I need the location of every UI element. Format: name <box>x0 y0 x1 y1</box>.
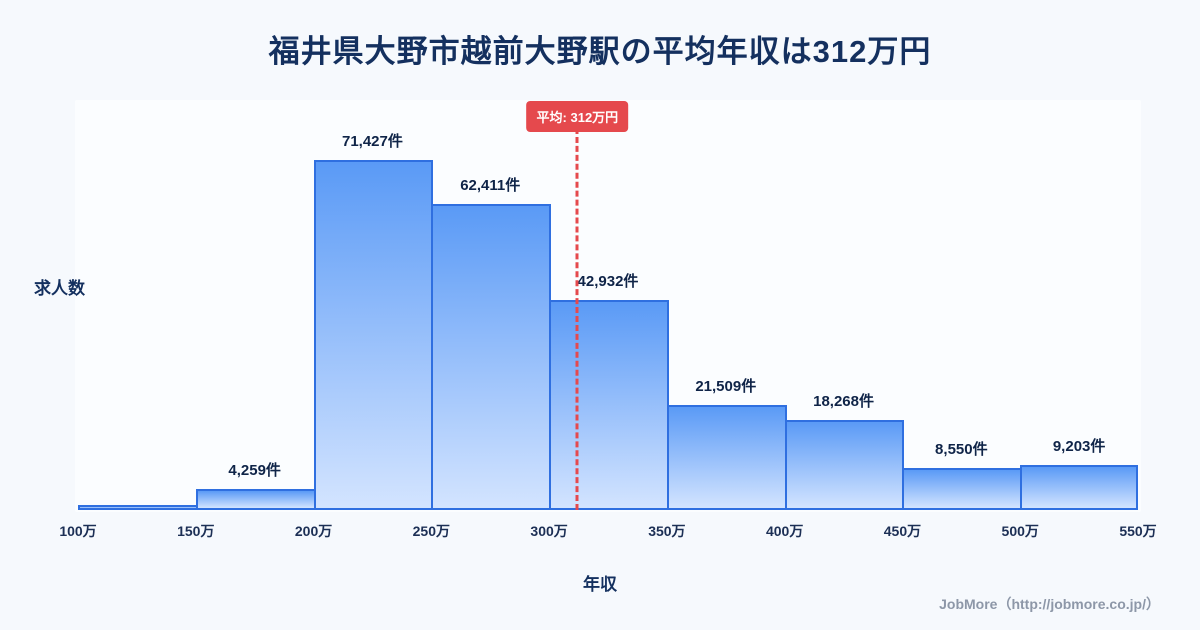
histogram-bar <box>784 420 905 510</box>
histogram-bar <box>549 300 669 510</box>
average-badge: 平均: 312万円 <box>526 101 629 132</box>
bar-value-label: 4,259件 <box>228 462 281 479</box>
histogram-bar <box>195 489 316 510</box>
bar-value-label: 18,268件 <box>813 393 874 410</box>
x-axis-label: 年収 <box>583 575 617 594</box>
y-axis-label: 求人数 <box>34 279 85 298</box>
histogram-bar <box>1020 465 1138 510</box>
bar-value-label: 42,932件 <box>577 273 639 290</box>
x-tick-label: 300万 <box>530 523 568 539</box>
x-tick-label: 400万 <box>765 523 804 539</box>
histogram-bar <box>78 505 198 510</box>
bar-value-label: 71,427件 <box>341 133 403 150</box>
histogram-bar <box>902 468 1023 510</box>
x-tick-label: 250万 <box>412 523 451 539</box>
x-axis-ticks: 100万 150万 200万 250万 300万 350万 400万 450万 500万 550万 <box>59 521 1156 541</box>
bar-value-label: 9,203件 <box>1052 438 1106 455</box>
bar-value-label: 21,509件 <box>695 378 757 395</box>
x-tick-label: 550万 <box>1119 523 1157 539</box>
histogram-bar <box>313 160 434 510</box>
x-tick-label: 500万 <box>1001 523 1039 539</box>
x-tick-label: 100万 <box>59 523 97 539</box>
chart-title: 福井県大野市越前大野駅の平均年収は312万円 <box>268 34 932 69</box>
histogram-bar <box>431 204 552 510</box>
plot-area: 4,259件 71,427件 62,411件 42,932件 21,509件 18,268… <box>78 130 1138 510</box>
x-tick-label: 350万 <box>648 523 686 539</box>
x-tick-label: 450万 <box>883 523 922 539</box>
bar-value-label: 8,550件 <box>935 441 988 458</box>
average-line <box>575 128 579 510</box>
histogram-bar <box>666 405 787 510</box>
footer-credit: JobMore（http://jobmore.co.jp/） <box>939 596 1160 612</box>
bar-value-label: 62,411件 <box>460 177 521 194</box>
x-tick-label: 150万 <box>177 523 215 539</box>
x-tick-label: 200万 <box>294 523 333 539</box>
